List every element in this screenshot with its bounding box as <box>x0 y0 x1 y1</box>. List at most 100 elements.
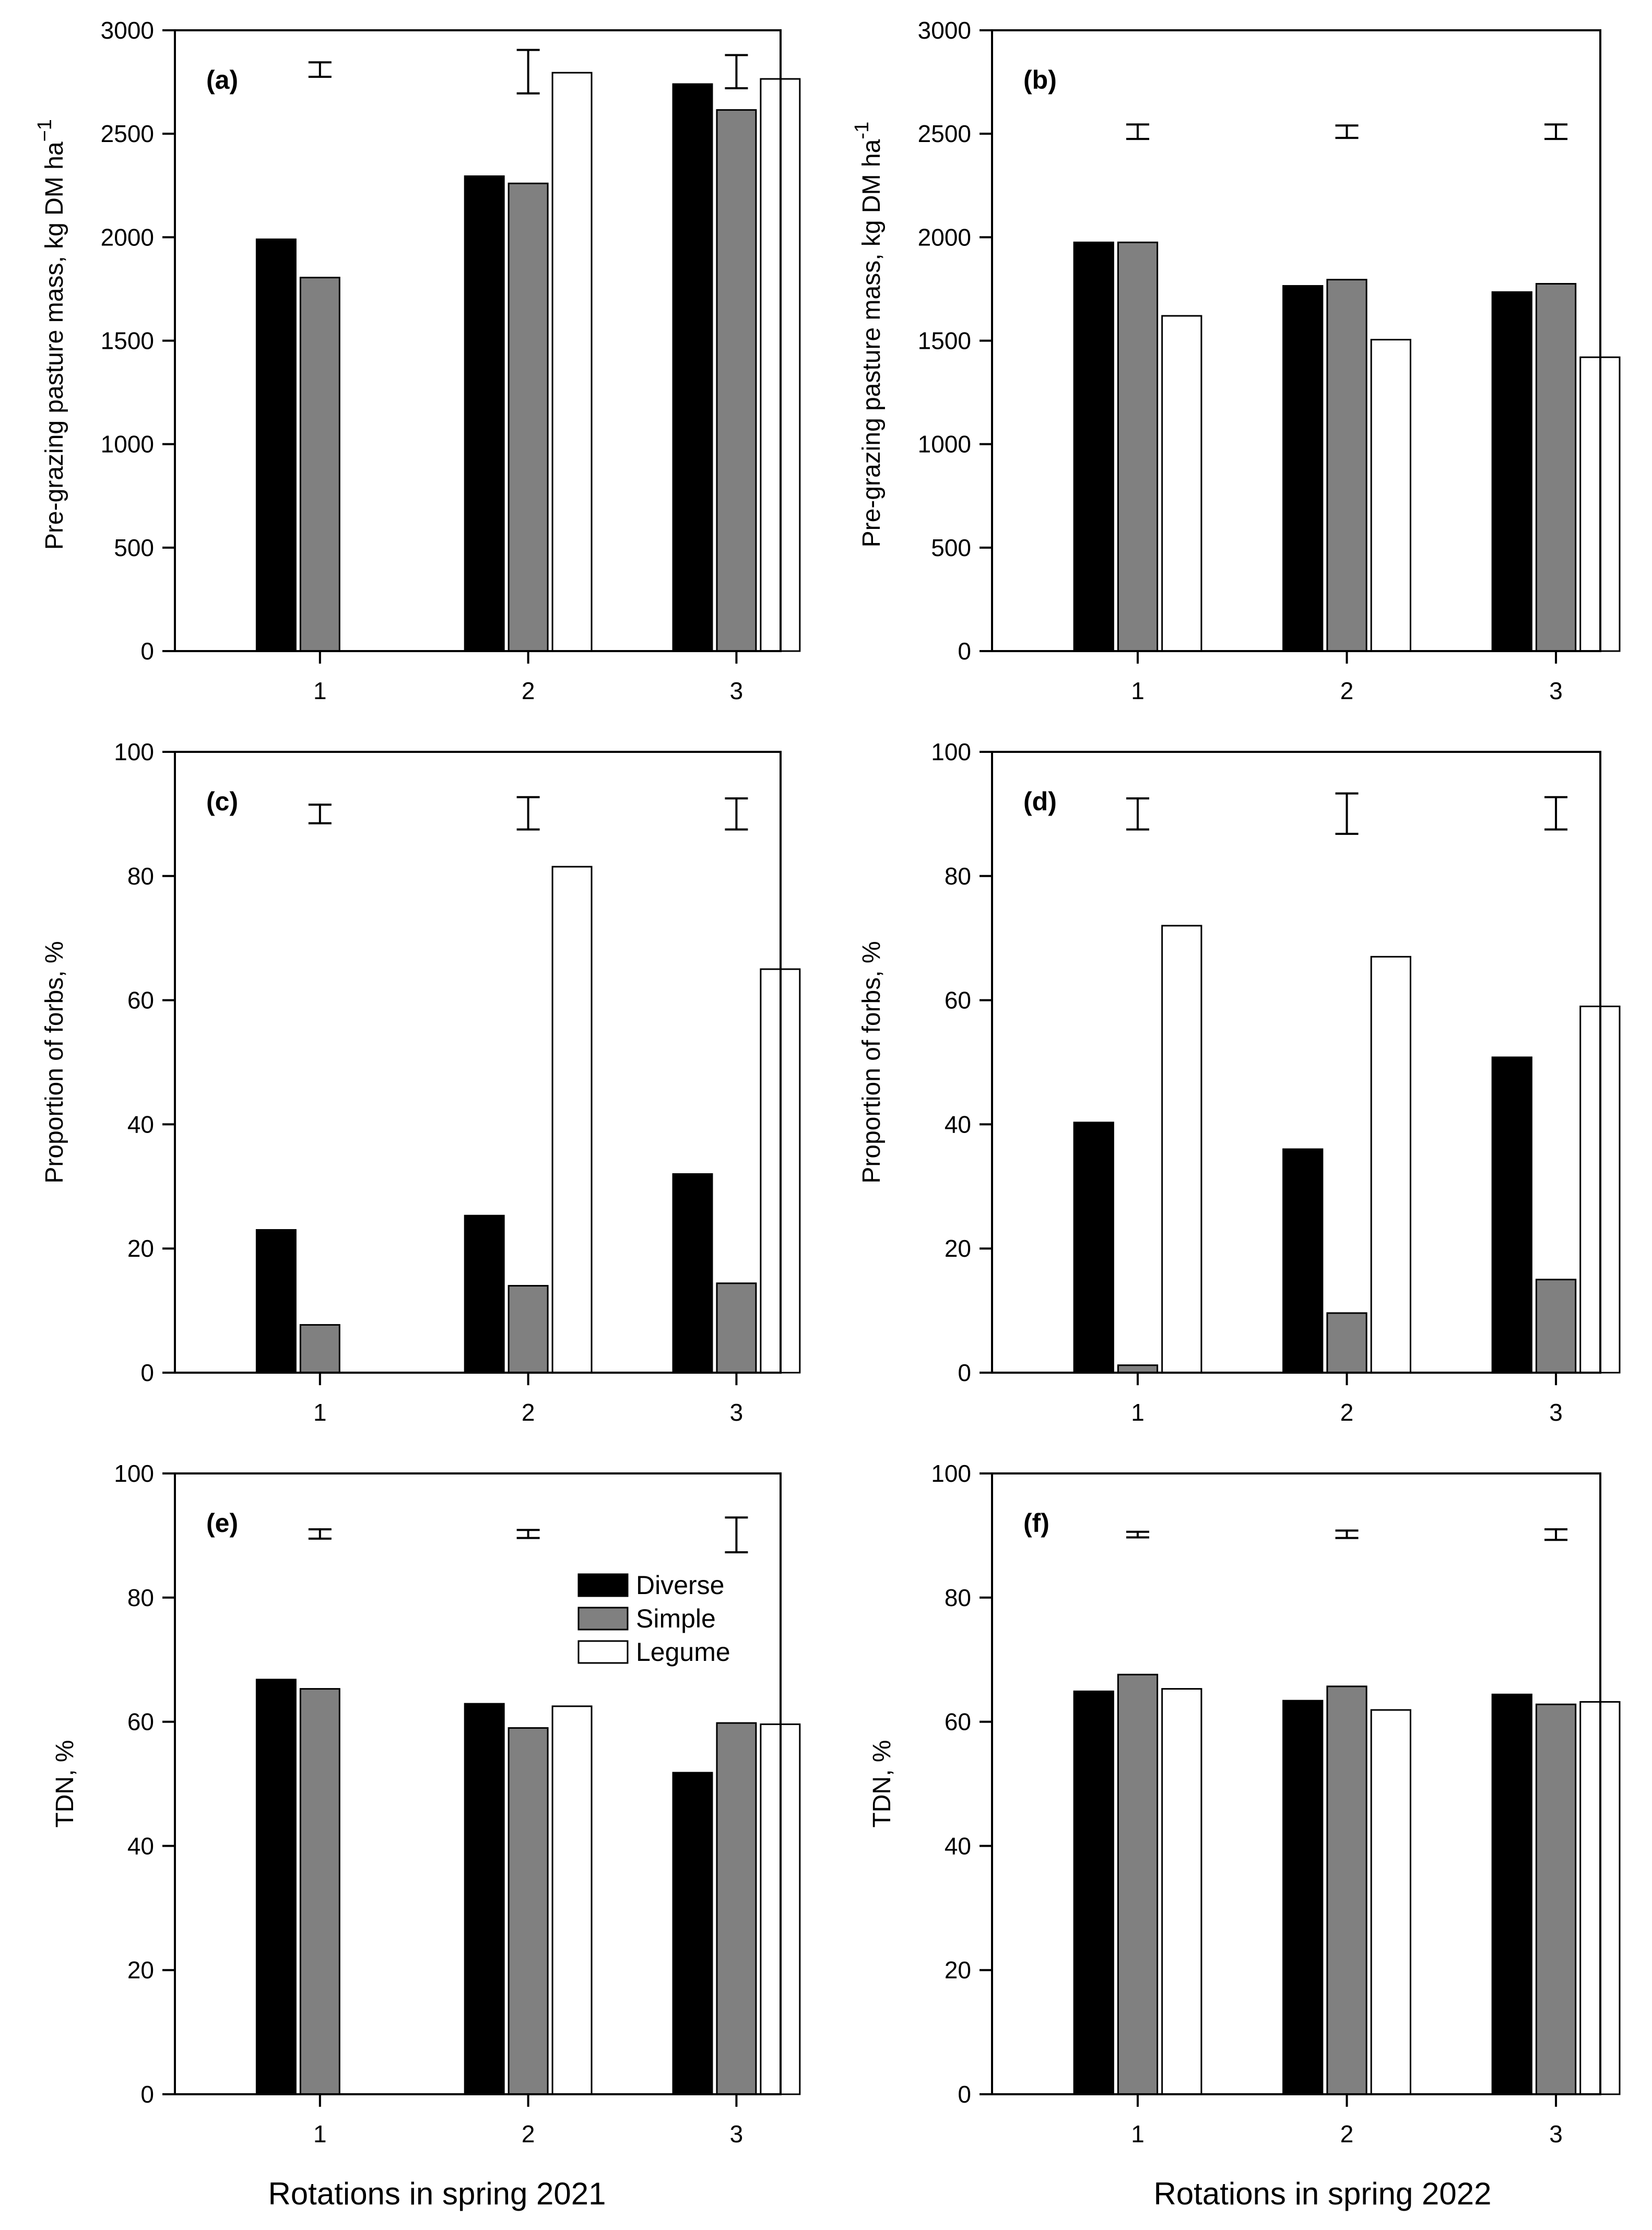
y-tick-label: 1500 <box>101 327 154 355</box>
chart-panel-4: 0 20 40 60 80 100 1 2 3 (d) Proportion of forbs, % <box>858 738 1621 1426</box>
y-tick-label: 0 <box>958 1359 971 1386</box>
y-tick-label: 40 <box>945 1111 971 1138</box>
bar-diverse-rotation-3 <box>1491 291 1532 652</box>
y-axis-title: Pre-grazing pasture mass, kg DM ha-1 <box>851 122 886 547</box>
y-tick-label: 20 <box>945 1235 971 1262</box>
bar-legume-rotation-1 <box>1161 1688 1202 2095</box>
bar-legume-rotation-2 <box>551 866 593 1374</box>
error-bar-rotation-1 <box>1126 123 1150 140</box>
bar-simple-rotation-2 <box>1326 1312 1367 1374</box>
error-bar-rotation-3 <box>1544 796 1568 831</box>
bar-diverse-rotation-3 <box>672 1772 713 2095</box>
error-bar-rotation-3 <box>725 1516 748 1554</box>
x-tick-label: 1 <box>1131 677 1144 704</box>
y-tick-label: 40 <box>945 1832 971 1859</box>
bar-diverse-rotation-2 <box>1282 285 1324 652</box>
bar-simple-rotation-3 <box>1535 283 1577 652</box>
bar-diverse-rotation-3 <box>672 83 713 652</box>
error-bar-rotation-2 <box>516 796 540 831</box>
y-axis-title-text: Pre-grazing pasture mass, kg DM ha <box>41 141 68 550</box>
bar-legume-rotation-2 <box>1370 1709 1411 2095</box>
error-bar-rotation-1 <box>308 1528 332 1540</box>
x-tick-label: 3 <box>1549 1399 1563 1426</box>
y-tick-label: 100 <box>931 1460 971 1487</box>
x-tick-label: 2 <box>522 1399 535 1426</box>
y-axis-title: Pre-grazing pasture mass, kg DM ha−1 <box>34 119 68 550</box>
bar-diverse-rotation-2 <box>464 1703 505 2095</box>
error-bar-rotation-2 <box>1335 792 1359 835</box>
y-tick-label: 2500 <box>918 120 971 147</box>
bar-legume-rotation-2 <box>1370 955 1411 1374</box>
x-tick-label: 1 <box>313 2120 327 2148</box>
error-bar-rotation-3 <box>1544 123 1568 140</box>
legend-swatch-diverse <box>577 1573 629 1597</box>
bar-legume-rotation-2 <box>1370 339 1411 652</box>
y-tick-label: 0 <box>140 638 154 665</box>
y-tick-label: 80 <box>945 863 971 890</box>
bar-diverse-rotation-1 <box>1073 1690 1114 2095</box>
bar-diverse-rotation-2 <box>1282 1148 1324 1374</box>
y-axis-title: TDN, % <box>868 1740 896 1828</box>
bar-diverse-rotation-1 <box>255 238 297 652</box>
panel-tag: (a) <box>206 65 238 95</box>
y-tick-label: 40 <box>127 1111 154 1138</box>
y-tick-label: 500 <box>931 534 971 561</box>
y-tick-label: 0 <box>140 2081 154 2108</box>
x-axis-title-2021: Rotations in spring 2021 <box>268 2176 606 2211</box>
y-tick-label: 500 <box>114 534 154 561</box>
y-tick-label: 100 <box>931 738 971 765</box>
error-bar-rotation-3 <box>1544 1528 1568 1541</box>
x-tick-label: 1 <box>1131 1399 1144 1426</box>
y-tick-label: 80 <box>127 863 154 890</box>
x-tick-label: 3 <box>1549 677 1563 704</box>
y-axis-title-text: TDN, % <box>51 1740 79 1828</box>
bar-simple-rotation-1 <box>1117 1673 1159 2095</box>
chart-panel-5: 0 20 40 60 80 100 1 2 3 (e) TDN, % <box>51 1460 801 2148</box>
legend-label-simple: Simple <box>636 1604 716 1633</box>
panel-tag: (f) <box>1023 1508 1049 1538</box>
bar-simple-rotation-2 <box>508 1285 549 1374</box>
bar-simple-rotation-3 <box>1535 1703 1577 2095</box>
bar-diverse-rotation-3 <box>1491 1693 1532 2095</box>
y-tick-label: 3000 <box>918 17 971 44</box>
bar-simple-rotation-3 <box>716 109 757 652</box>
y-axis-title-superscript: -1 <box>851 122 873 139</box>
bar-legume-rotation-1 <box>1161 315 1202 652</box>
error-bar-rotation-3 <box>725 54 748 89</box>
bar-simple-rotation-2 <box>1326 279 1367 652</box>
legend-label-diverse: Diverse <box>636 1571 724 1600</box>
bar-diverse-rotation-1 <box>255 1229 297 1374</box>
y-tick-label: 3000 <box>101 17 154 44</box>
y-tick-label: 1000 <box>918 431 971 458</box>
y-tick-label: 80 <box>127 1584 154 1611</box>
bar-simple-rotation-1 <box>1117 241 1159 652</box>
y-axis-title-text: Proportion of forbs, % <box>41 941 68 1183</box>
y-tick-label: 0 <box>958 2081 971 2108</box>
chart-panel-6: 0 20 40 60 80 100 1 2 3 (f) TDN, % <box>868 1460 1621 2148</box>
bar-diverse-rotation-2 <box>464 175 505 652</box>
bar-diverse-rotation-1 <box>1073 1122 1114 1374</box>
y-tick-label: 2000 <box>101 223 154 251</box>
x-tick-label: 3 <box>730 677 744 704</box>
x-tick-label: 3 <box>730 2120 744 2148</box>
x-tick-label: 2 <box>1340 677 1354 704</box>
y-tick-label: 100 <box>114 738 154 765</box>
x-tick-label: 1 <box>1131 2120 1144 2148</box>
bar-simple-rotation-3 <box>716 1722 757 2095</box>
y-tick-label: 2000 <box>918 223 971 251</box>
x-axis-title-2022: Rotations in spring 2022 <box>1153 2176 1491 2211</box>
y-axis-title-text: Pre-grazing pasture mass, kg DM ha <box>858 139 886 547</box>
bar-diverse-rotation-1 <box>1073 241 1114 652</box>
y-tick-label: 60 <box>127 1708 154 1736</box>
x-tick-label: 2 <box>522 2120 535 2148</box>
x-tick-label: 1 <box>313 677 327 704</box>
bar-legume-rotation-1 <box>1161 925 1202 1374</box>
y-tick-label: 1000 <box>101 431 154 458</box>
chart-panel-2: 0 500 1000 1500 2000 2500 3000 1 2 3 (b) Pre-grazin… <box>851 17 1621 704</box>
y-tick-label: 0 <box>140 1359 154 1386</box>
bar-diverse-rotation-2 <box>464 1214 505 1374</box>
bar-diverse-rotation-3 <box>1491 1056 1532 1374</box>
legend-swatch-legume <box>577 1640 629 1664</box>
